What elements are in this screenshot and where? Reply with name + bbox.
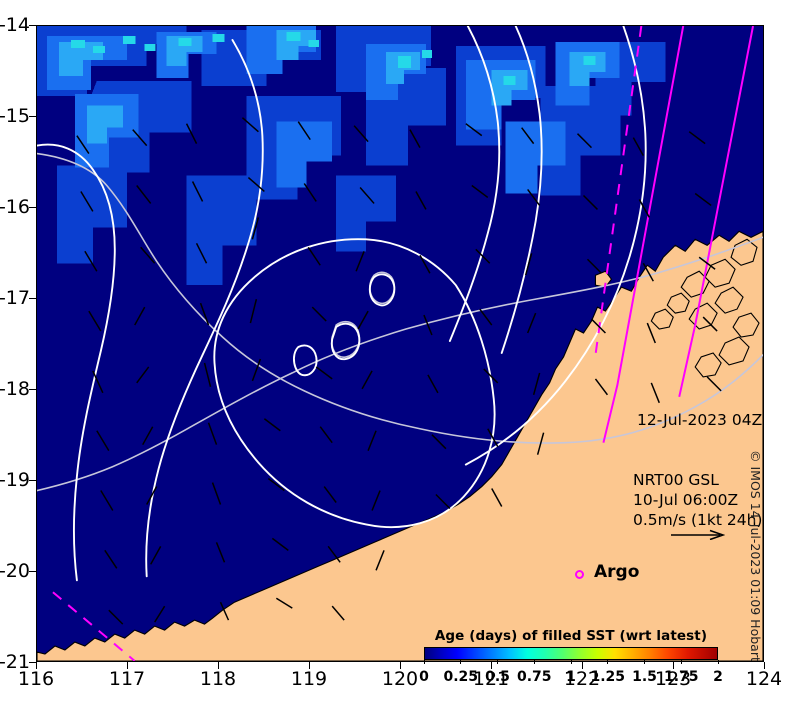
colorbar-tick (497, 660, 498, 664)
y-axis-label: -15 (0, 105, 30, 127)
x-tick (582, 662, 583, 669)
y-axis-label: -17 (0, 287, 30, 309)
colorbar-tick (570, 660, 572, 664)
colorbar-tick-label: 1.25 (590, 669, 626, 685)
y-tick (29, 480, 36, 481)
y-axis-label: -20 (0, 560, 30, 582)
y-axis-label: -19 (0, 469, 30, 491)
track-dashed-east (678, 26, 755, 398)
colorbar-tick (533, 660, 535, 664)
y-tick (29, 25, 36, 26)
track-solid-mid (602, 26, 685, 443)
x-axis-label: 119 (290, 668, 328, 690)
bathymetry-contours (37, 26, 763, 582)
colorbar-tick (717, 660, 719, 664)
vector-scale-arrow-icon (671, 529, 725, 540)
x-tick (400, 662, 401, 669)
argo-label: Argo (594, 562, 640, 582)
y-tick (29, 571, 36, 572)
colorbar-tick (460, 660, 462, 664)
y-axis-label: -14 (0, 14, 30, 36)
x-axis-label: 122 (563, 668, 601, 690)
x-tick (764, 662, 765, 669)
colorbar-title: Age (days) of filled SST (wrt latest) (434, 628, 708, 644)
track-dashed-west (594, 26, 643, 356)
y-tick (29, 207, 36, 208)
track-dashed-sw (52, 591, 136, 661)
x-axis-label: 124 (745, 668, 783, 690)
colorbar-ticks (423, 660, 719, 668)
map-plot-area: 12-Jul-2023 04Z NRT00 GSL 10-Jul 06:00Z … (36, 25, 764, 662)
argo-marker-icon (575, 570, 584, 579)
colorbar-tick-label: 1.75 (663, 669, 699, 685)
vector-legend-line2: 10-Jul 06:00Z (633, 491, 739, 509)
contour-1000m (37, 26, 647, 582)
current-vector-field (76, 117, 722, 625)
colorbar-tick-label: 2 (713, 669, 723, 685)
vector-legend-line1: NRT00 GSL (633, 471, 719, 489)
y-axis-label: -21 (0, 651, 30, 673)
y-tick (29, 298, 36, 299)
colorbar-tick-label: 1 (566, 669, 576, 685)
x-tick (491, 662, 492, 669)
colorbar-tick (607, 660, 609, 664)
credit-text: © IMOS 14-Jul-2023 01:09 Hobart (748, 450, 763, 662)
colorbar-tick-label: 0.5 (485, 669, 510, 685)
colorbar-tick-label: 0.75 (516, 669, 552, 685)
colorbar-tick-label: 1.5 (632, 669, 657, 685)
x-tick (218, 662, 219, 669)
x-axis-label: 118 (199, 668, 237, 690)
x-tick (36, 662, 37, 669)
vector-legend-line3: 0.5m/s (1kt 24h) (633, 511, 763, 529)
y-tick (29, 116, 36, 117)
y-axis-label: -18 (0, 378, 30, 400)
x-axis-label: 123 (654, 668, 692, 690)
x-axis-label: 120 (381, 668, 419, 690)
vector-scale-legend: NRT00 GSL 10-Jul 06:00Z 0.5m/s (1kt 24h) (633, 470, 762, 530)
x-tick (673, 662, 674, 669)
y-axis-label: -16 (0, 196, 30, 218)
colorbar-tick-label: 0 (419, 669, 429, 685)
colorbar-tick (644, 660, 645, 664)
x-axis-label: 116 (17, 668, 55, 690)
y-tick (29, 662, 36, 663)
x-axis-label: 117 (108, 668, 146, 690)
colorbar-tick-labels: 0 0.25 0.5 0.75 1 1.25 1.5 1.75 2 (419, 669, 723, 687)
colorbar-tick (680, 660, 682, 664)
colorbar-tick (423, 660, 425, 664)
x-axis-label: 121 (472, 668, 510, 690)
x-tick (127, 662, 128, 669)
colorbar-tick-label: 0.25 (443, 669, 479, 685)
colorbar-gradient (424, 647, 718, 660)
satellite-ground-tracks (52, 26, 755, 661)
y-tick (29, 389, 36, 390)
date-stamp: 12-Jul-2023 04Z (637, 411, 763, 429)
x-tick (309, 662, 310, 669)
land-polygon (37, 230, 763, 661)
